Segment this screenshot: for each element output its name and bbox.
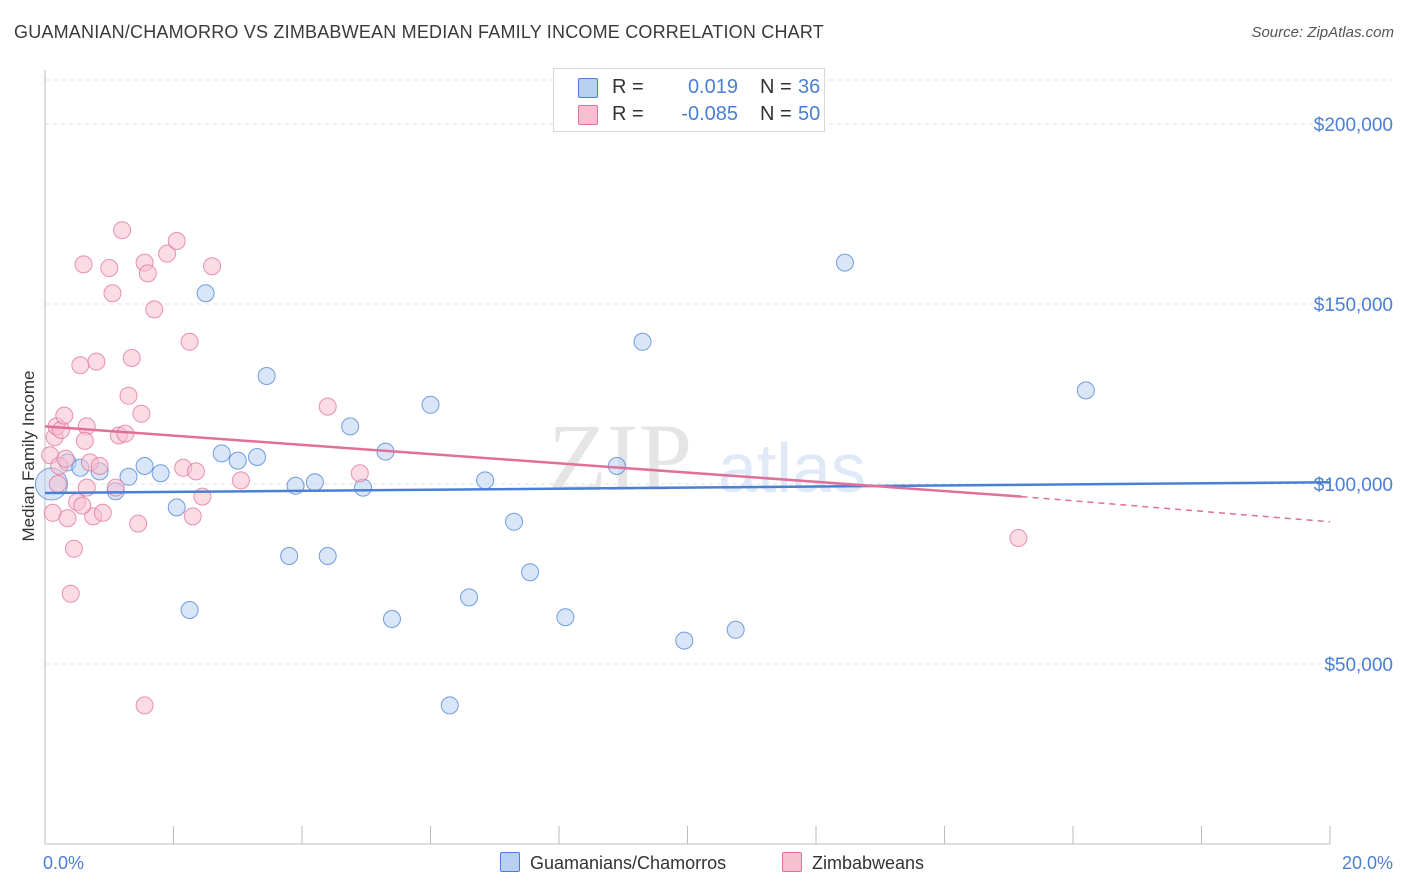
y-tick-label: $150,000 [1314,295,1393,316]
guamanian-point [228,451,247,470]
source-label: Source: ZipAtlas.com [1251,24,1394,41]
zimbabwean-point [58,509,77,528]
guamanian-point [180,601,199,619]
zimbabwean-point [132,404,151,423]
bottom-legend-zimbabwean: Zimbabweans [782,852,924,874]
y-tick-label: $100,000 [1314,475,1393,496]
zimbabwean-point [75,431,94,450]
guamanian-point [212,444,231,463]
zimbabwean-point [61,584,80,603]
zimbabwean-point [73,496,92,515]
zimbabwean-point [103,284,122,303]
zimbabwean-point [87,352,106,371]
zimbabwean-point [122,349,141,367]
legend-n-value: 36 [798,76,821,98]
guamanian-point [505,512,524,531]
legend-r-value: 0.019 [687,76,738,98]
zimbabwean-point [138,264,157,283]
zimbabwean-point [93,503,112,522]
guamanian-point [119,467,138,486]
zimbabwean-point [231,471,250,490]
legend-n-label: N = [760,103,792,125]
watermark-atlas: atlas [718,429,866,507]
bottom-legend-label-guamanian: Guamanians/Chamorros [530,853,727,873]
guamanian-point [196,284,215,303]
data-points [34,221,1095,715]
zimbabwean-point [113,221,132,240]
guamanian-point [633,332,652,351]
guamanian-point [835,253,854,272]
guamanian-point [257,367,276,385]
chart-title: GUAMANIAN/CHAMORRO VS ZIMBABWEAN MEDIAN … [14,22,824,42]
zimbabwean-point [119,386,138,405]
guamanian-point [521,563,540,582]
zimbabwean-point [180,332,199,351]
guamanian-point [167,498,186,517]
guamanian-point [341,417,360,436]
guamanian-point [280,547,299,565]
guamanian-point [556,608,575,627]
bottom-legend-swatch-zimbabwean [782,852,802,872]
y-tick-label: $200,000 [1314,115,1393,136]
trend-lines [44,425,1331,523]
bottom-legend-guamanian: Guamanians/Chamorros [500,852,726,874]
x-tick-label: 0.0% [43,853,84,873]
bottom-legend-label-zimbabwean: Zimbabweans [812,853,925,873]
zimbabwean-point [183,507,202,526]
legend-swatch-zimbabwean [578,105,598,125]
zimbabwean-point [48,475,67,493]
guamanian-point [248,448,267,466]
zimbabwean-point [90,457,109,475]
guamanian-point [421,395,440,414]
zimbabwean-point [64,539,83,558]
guamanian-point [382,610,401,628]
zimbabwean-point [55,406,74,425]
guamanian-point [440,696,459,715]
guamanian-point [318,547,337,565]
guamanian-point [305,473,324,492]
y-axis-label: Median Family Income [19,370,38,541]
guamanian-point [476,471,495,490]
zimbabwean-point [186,462,205,481]
guamanian-point [135,457,154,475]
gridlines [45,79,1394,665]
legend-n-label: N = [760,76,792,98]
zimbabwean-point [203,257,222,276]
zimbabwean-point [129,514,148,533]
zimbabwean-trend-extension [1021,495,1331,523]
zimbabwean-point [56,449,75,468]
zimbabwean-point [318,397,337,416]
legend-n-value: 50 [798,103,821,125]
legend-r-label: R = [612,103,644,125]
legend-swatch-guamanian [578,78,598,98]
zimbabwean-point [71,356,90,375]
bottom-legend-swatch-guamanian [500,852,520,872]
guamanian-point [151,464,170,483]
guamanian-point [1076,381,1095,400]
zimbabwean-point [145,300,164,319]
legend-r-value: -0.085 [681,103,738,125]
zimbabwean-point [100,259,119,277]
zimbabwean-point [1009,529,1028,547]
stats-legend: R = 0.019 N = 36 R = -0.085 N = 50 [553,68,825,132]
y-tick-label: $50,000 [1324,655,1393,676]
zimbabwean-trend-line [44,425,1022,498]
guamanian-point [460,588,479,607]
legend-r-label: R = [612,76,644,98]
zimbabwean-point [350,464,369,483]
zimbabwean-point [167,232,186,250]
guamanian-point [675,631,694,650]
x-tick-label: 20.0% [1342,853,1393,873]
zimbabwean-point [158,244,177,263]
watermark-zip: ZIP [548,404,692,511]
zimbabwean-point [135,696,154,715]
zimbabwean-point [74,255,93,274]
guamanian-trend-line [44,480,1331,495]
guamanian-point [726,620,745,639]
